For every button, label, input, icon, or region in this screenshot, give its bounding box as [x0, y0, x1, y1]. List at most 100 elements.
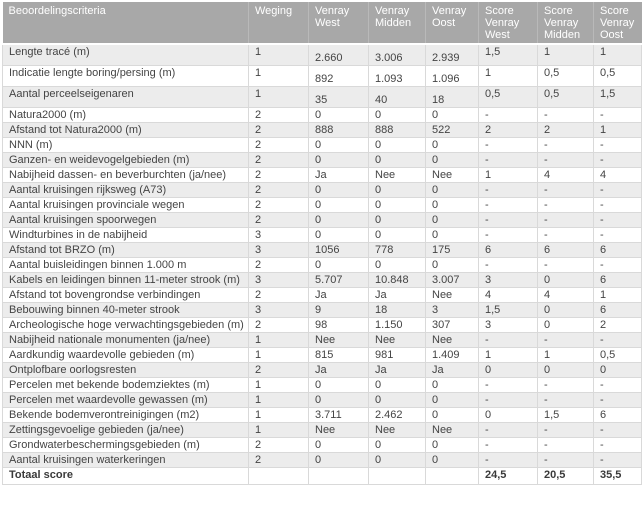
score-venray-midden-cell: - [537, 452, 594, 468]
venray-west-cell: Ja [308, 287, 369, 303]
criteria-cell: Bebouwing binnen 40-meter strook [2, 302, 249, 318]
weging-cell: 2 [248, 317, 309, 333]
criteria-cell: Nabijheid nationale monumenten (ja/nee) [2, 332, 249, 348]
score-venray-west-cell: - [478, 227, 538, 243]
venray-oost-cell: Nee [425, 287, 479, 303]
criteria-cell: Zettingsgevoelige gebieden (ja/nee) [2, 422, 249, 438]
venray-oost-cell: 0 [425, 152, 479, 168]
criteria-cell: NNN (m) [2, 137, 249, 153]
score-venray-midden-cell: - [537, 227, 594, 243]
venray-midden-cell: Ja [368, 287, 426, 303]
score-venray-west-cell: - [478, 332, 538, 348]
venray-oost-cell: 0 [425, 182, 479, 198]
table-row: Afstand tot Natura2000 (m) 2 888 888 522 2 2 1 [2, 122, 642, 138]
criteria-cell: Kabels en leidingen binnen 11-meter stro… [2, 272, 249, 288]
venray-oost-cell: 1.096 [425, 65, 479, 87]
venray-west-cell: 9 [308, 302, 369, 318]
header-score-venray-oost: Score Venray Oost [593, 2, 642, 45]
venray-oost-cell: 0 [425, 197, 479, 213]
venray-oost-cell: 0 [425, 107, 479, 123]
venray-midden-cell: 40 [368, 86, 426, 108]
venray-midden-cell: 1.150 [368, 317, 426, 333]
score-venray-midden-cell: 4 [537, 167, 594, 183]
score-venray-west-cell: 0,5 [478, 86, 538, 108]
venray-oost-cell: Nee [425, 332, 479, 348]
score-venray-west-cell: - [478, 107, 538, 123]
score-venray-oost-cell: - [593, 107, 642, 123]
criteria-cell: Aantal buisleidingen binnen 1.000 m [2, 257, 249, 273]
criteria-cell: Aardkundig waardevolle gebieden (m) [2, 347, 249, 363]
criteria-cell: Bekende bodemverontreinigingen (m2) [2, 407, 249, 423]
venray-west-cell: 0 [308, 377, 369, 393]
score-venray-oost-cell: - [593, 452, 642, 468]
venray-midden-cell: 0 [368, 377, 426, 393]
weging-cell: 1 [248, 392, 309, 408]
venray-oost-cell: 175 [425, 242, 479, 258]
score-venray-west-cell: - [478, 392, 538, 408]
table-row: Percelen met bekende bodemziektes (m) 1 0 0… [2, 377, 642, 393]
weging-cell: 2 [248, 167, 309, 183]
table-row: Nabijheid nationale monumenten (ja/nee) 1… [2, 332, 642, 348]
score-venray-midden-cell: 4 [537, 287, 594, 303]
score-venray-west-cell: 1,5 [478, 43, 538, 66]
score-venray-west-cell: - [478, 137, 538, 153]
venray-midden-cell: 0 [368, 182, 426, 198]
header-venray-midden: Venray Midden [368, 2, 426, 45]
score-venray-oost-cell: 6 [593, 242, 642, 258]
venray-west-cell: 0 [308, 212, 369, 228]
venray-midden-cell: 0 [368, 152, 426, 168]
score-venray-midden-cell: - [537, 377, 594, 393]
weging-cell: 1 [248, 332, 309, 348]
table-row: Ontplofbare oorlogsresten 2 Ja Ja Ja 0 0 0 [2, 362, 642, 378]
score-venray-west-cell: - [478, 257, 538, 273]
score-venray-oost-cell: - [593, 377, 642, 393]
venray-west-cell: 0 [308, 137, 369, 153]
venray-oost-cell: 0 [425, 227, 479, 243]
venray-midden-cell: 0 [368, 227, 426, 243]
score-venray-midden-cell: - [537, 437, 594, 453]
table-row: Archeologische hoge verwachtingsgebieden… [2, 317, 642, 333]
venray-west-cell: 2.660 [308, 43, 369, 66]
venray-oost-cell: 0 [425, 377, 479, 393]
table-row: Windturbines in de nabijheid 3 0 0 0- - - [2, 227, 642, 243]
venray-midden-cell: 0 [368, 437, 426, 453]
weging-cell: 2 [248, 137, 309, 153]
venray-oost-cell: 307 [425, 317, 479, 333]
criteria-cell: Afstand tot bovengrondse verbindingen [2, 287, 249, 303]
score-venray-oost-cell: 6 [593, 407, 642, 423]
criteria-cell: Windturbines in de nabijheid [2, 227, 249, 243]
venray-oost-cell: 0 [425, 137, 479, 153]
weging-cell: 1 [248, 407, 309, 423]
venray-oost-cell: Nee [425, 422, 479, 438]
table-row: Aantal kruisingen waterkeringen 2 0 0 0- - - [2, 452, 642, 468]
venray-west-cell: 888 [308, 122, 369, 138]
venray-midden-cell: 1.093 [368, 65, 426, 87]
score-venray-oost-cell: 4 [593, 167, 642, 183]
venray-west-cell: Nee [308, 332, 369, 348]
score-venray-oost-cell: - [593, 422, 642, 438]
venray-midden-cell: 778 [368, 242, 426, 258]
score-venray-west-cell: 3 [478, 317, 538, 333]
venray-midden-cell: 0 [368, 107, 426, 123]
score-venray-midden-cell: 1 [537, 43, 594, 66]
score-venray-midden-cell: 20,5 [537, 467, 594, 485]
score-venray-oost-cell: - [593, 137, 642, 153]
venray-oost-cell: 0 [425, 437, 479, 453]
weging-cell: 2 [248, 197, 309, 213]
weging-cell: 1 [248, 377, 309, 393]
header-venray-west: Venray West [308, 2, 369, 45]
score-venray-midden-cell: 1 [537, 347, 594, 363]
total-row: Totaal score 24,5 20,5 35,5 [2, 467, 642, 485]
score-venray-midden-cell: 0 [537, 272, 594, 288]
table-row: Aantal perceelseigenaren 1 35 40 18 0,5 0,5 1,5 [2, 86, 642, 108]
score-venray-midden-cell: 2 [537, 122, 594, 138]
venray-west-cell: 0 [308, 152, 369, 168]
venray-oost-cell: 0 [425, 212, 479, 228]
score-venray-oost-cell: - [593, 212, 642, 228]
score-venray-west-cell: - [478, 152, 538, 168]
venray-midden-cell: Nee [368, 422, 426, 438]
score-venray-west-cell: 1 [478, 167, 538, 183]
criteria-cell: Indicatie lengte boring/persing (m) [2, 65, 249, 87]
score-venray-oost-cell: - [593, 437, 642, 453]
